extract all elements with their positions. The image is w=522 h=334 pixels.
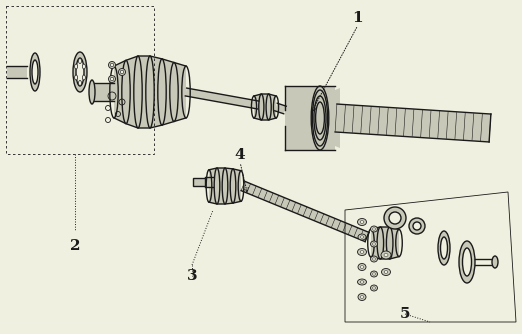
Ellipse shape xyxy=(373,228,375,230)
Polygon shape xyxy=(275,103,286,114)
Ellipse shape xyxy=(358,264,366,271)
Polygon shape xyxy=(241,181,369,241)
Ellipse shape xyxy=(373,273,375,275)
Ellipse shape xyxy=(73,52,87,92)
Ellipse shape xyxy=(30,53,40,91)
Ellipse shape xyxy=(360,296,364,298)
Polygon shape xyxy=(114,56,186,128)
Polygon shape xyxy=(335,104,491,142)
Ellipse shape xyxy=(459,241,475,283)
Ellipse shape xyxy=(358,218,366,225)
Ellipse shape xyxy=(110,63,114,67)
Polygon shape xyxy=(205,177,213,187)
Polygon shape xyxy=(285,88,340,148)
Text: 3: 3 xyxy=(187,269,197,283)
Ellipse shape xyxy=(373,243,375,245)
Ellipse shape xyxy=(462,248,471,276)
Ellipse shape xyxy=(358,234,366,240)
Ellipse shape xyxy=(389,212,401,224)
Polygon shape xyxy=(7,66,27,78)
Ellipse shape xyxy=(413,222,421,230)
Ellipse shape xyxy=(381,251,391,259)
Polygon shape xyxy=(254,94,276,120)
Ellipse shape xyxy=(358,294,366,301)
Ellipse shape xyxy=(360,266,364,269)
Polygon shape xyxy=(209,168,241,204)
Ellipse shape xyxy=(360,220,364,223)
Ellipse shape xyxy=(82,64,86,69)
Ellipse shape xyxy=(492,256,498,268)
Ellipse shape xyxy=(110,77,114,81)
Ellipse shape xyxy=(438,231,450,265)
Polygon shape xyxy=(92,83,114,101)
Ellipse shape xyxy=(384,254,388,257)
Ellipse shape xyxy=(109,61,115,68)
Ellipse shape xyxy=(384,207,406,229)
Ellipse shape xyxy=(360,281,364,283)
Polygon shape xyxy=(371,227,399,259)
Ellipse shape xyxy=(89,80,95,104)
Ellipse shape xyxy=(371,271,377,277)
Ellipse shape xyxy=(32,60,38,84)
Bar xyxy=(193,178,205,186)
Ellipse shape xyxy=(373,287,375,289)
Ellipse shape xyxy=(360,250,364,254)
Ellipse shape xyxy=(360,236,364,238)
Ellipse shape xyxy=(371,226,377,232)
Bar xyxy=(6,6,154,154)
Ellipse shape xyxy=(118,68,125,75)
Ellipse shape xyxy=(373,258,375,260)
Text: 1: 1 xyxy=(353,11,363,25)
Ellipse shape xyxy=(384,271,388,274)
Ellipse shape xyxy=(109,75,115,82)
Text: 2: 2 xyxy=(70,239,80,253)
Ellipse shape xyxy=(371,241,377,247)
Ellipse shape xyxy=(441,237,447,259)
Ellipse shape xyxy=(382,269,390,276)
Ellipse shape xyxy=(371,285,377,291)
Ellipse shape xyxy=(371,256,377,262)
Ellipse shape xyxy=(78,58,81,63)
Ellipse shape xyxy=(75,75,78,80)
Polygon shape xyxy=(185,88,259,109)
Ellipse shape xyxy=(78,80,81,86)
Polygon shape xyxy=(285,86,335,150)
Ellipse shape xyxy=(358,248,366,256)
Text: 5: 5 xyxy=(400,307,410,321)
Ellipse shape xyxy=(358,279,366,285)
Text: 4: 4 xyxy=(235,148,245,162)
Ellipse shape xyxy=(76,58,84,86)
Ellipse shape xyxy=(120,70,124,74)
Ellipse shape xyxy=(75,64,78,69)
Ellipse shape xyxy=(409,218,425,234)
Ellipse shape xyxy=(82,75,86,80)
